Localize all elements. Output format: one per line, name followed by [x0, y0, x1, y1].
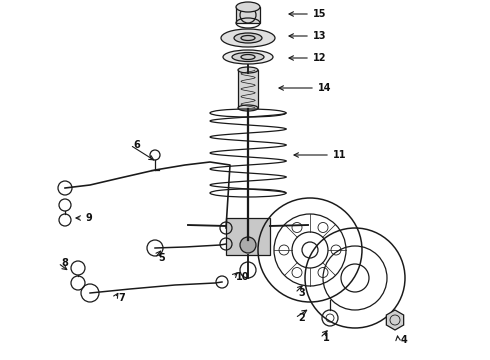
- Ellipse shape: [223, 50, 273, 64]
- Bar: [238, 70, 258, 108]
- Polygon shape: [386, 310, 404, 330]
- Text: 11: 11: [333, 150, 346, 160]
- Bar: [236, 7, 260, 23]
- Ellipse shape: [232, 53, 264, 62]
- Text: 7: 7: [118, 293, 125, 303]
- Text: 13: 13: [313, 31, 326, 41]
- Ellipse shape: [236, 2, 260, 12]
- Text: 9: 9: [85, 213, 92, 223]
- Text: 4: 4: [401, 335, 408, 345]
- Text: 14: 14: [318, 83, 332, 93]
- Text: 2: 2: [298, 313, 305, 323]
- Ellipse shape: [234, 33, 262, 43]
- Circle shape: [240, 237, 256, 253]
- Ellipse shape: [221, 29, 275, 47]
- Text: 3: 3: [298, 288, 305, 298]
- Text: 1: 1: [323, 333, 330, 343]
- Text: 10: 10: [236, 272, 249, 282]
- Text: 5: 5: [158, 253, 165, 263]
- Text: 15: 15: [313, 9, 326, 19]
- Ellipse shape: [238, 67, 258, 73]
- Bar: [226, 218, 270, 255]
- Text: 8: 8: [61, 258, 68, 268]
- Text: 6: 6: [133, 140, 140, 150]
- Circle shape: [240, 7, 256, 23]
- Text: 12: 12: [313, 53, 326, 63]
- Ellipse shape: [238, 105, 258, 111]
